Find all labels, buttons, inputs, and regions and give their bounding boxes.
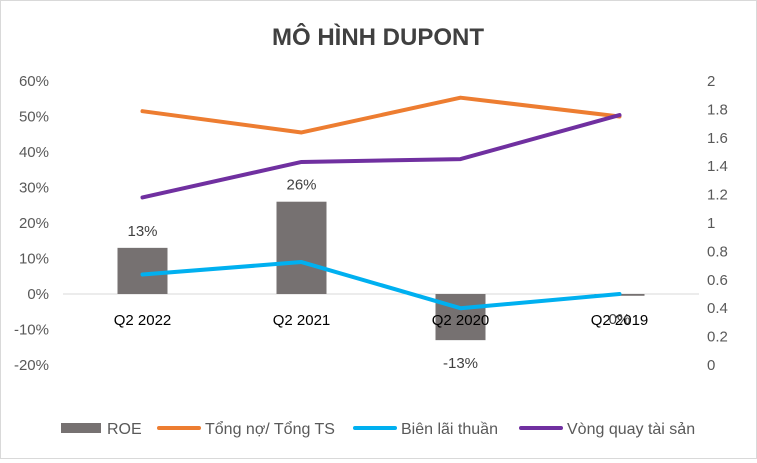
roe-data-labels: 13% 26% -13% 0% [127,177,630,372]
legend-label: Tổng nợ/ Tổng TS [205,420,335,438]
right-axis-tick-label: 1.4 [707,158,728,175]
right-axis-tick-label: 0.4 [707,300,728,317]
line-series-group [140,95,622,311]
category-label: Q2 2021 [273,312,331,329]
legend-label: ROE [107,421,142,438]
left-axis-tick-label: 10% [19,251,49,268]
category-labels: Q2 2022 Q2 2021 Q2 2020 Q2 2019 [114,312,649,329]
right-axis-tick-label: 1.8 [707,101,728,118]
left-axis-tick-label: 20% [19,215,49,232]
right-axis-tick-label: 1 [707,215,715,232]
legend-label: Biên lãi thuần [401,421,498,438]
right-axis-tick-label: 1.2 [707,187,728,204]
left-axis-tick-label: 60% [19,73,49,90]
left-y-axis: 60% 50% 40% 30% 20% 10% 0% -10% -20% [14,73,49,374]
left-axis-tick-label: 50% [19,109,49,126]
roe-bar [276,201,327,294]
category-label: Q2 2020 [432,312,490,329]
right-axis-tick-label: 0.2 [707,329,728,346]
right-axis-tick-label: 0.8 [707,243,728,260]
left-axis-tick-label: 30% [19,180,49,197]
legend-label: Vòng quay tài sản [567,421,695,438]
chart-title: MÔ HÌNH DUPONT [272,23,484,51]
roe-data-label: -13% [443,355,478,372]
series-line [140,113,622,200]
category-label: Q2 2019 [591,312,649,329]
right-axis-tick-label: 2 [707,73,715,90]
right-axis-tick-label: 1.6 [707,130,728,147]
series-line [140,260,622,311]
legend: ROE Tổng nợ/ Tổng TS Biên lãi thuần Vòng qu… [61,420,695,438]
roe-data-label: 0% [609,311,631,328]
roe-bar [117,247,168,294]
roe-data-label: 13% [127,223,157,240]
roe-data-label: 26% [286,177,316,194]
right-axis-tick-label: 0 [707,357,715,374]
left-axis-tick-label: 40% [19,144,49,161]
category-label: Q2 2022 [114,312,172,329]
legend-swatch [61,423,101,433]
series-line [140,95,622,135]
left-axis-tick-label: -20% [14,357,49,374]
left-axis-tick-label: 0% [27,286,49,303]
right-y-axis: 2 1.8 1.6 1.4 1.2 1 0.8 0.6 0.4 0.2 0 [707,73,728,374]
right-axis-tick-label: 0.6 [707,272,728,289]
left-axis-tick-label: -10% [14,322,49,339]
